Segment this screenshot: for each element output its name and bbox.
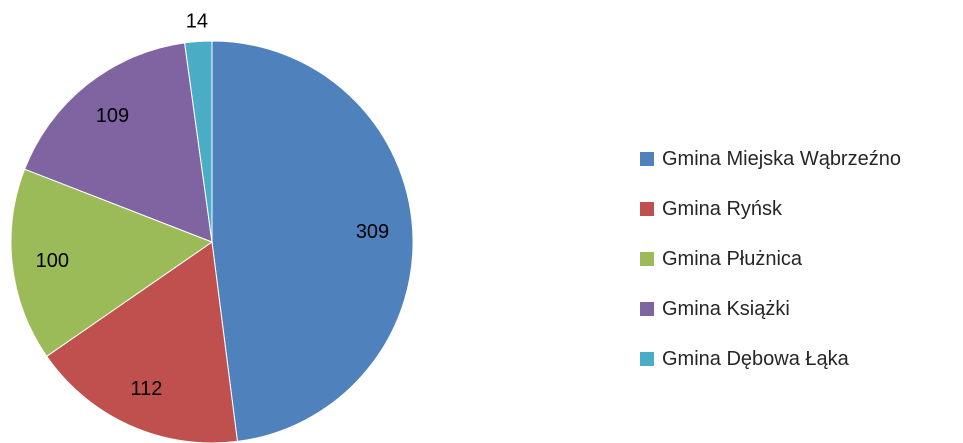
legend-item-2: Gmina Płużnica xyxy=(640,234,963,284)
legend-item-1: Gmina Ryńsk xyxy=(640,184,963,234)
legend-swatch-0 xyxy=(640,152,654,166)
legend-item-3: Gmina Książki xyxy=(640,284,963,334)
data-label-3: 109 xyxy=(96,105,129,127)
data-label-2: 100 xyxy=(36,250,69,272)
legend-label-1: Gmina Ryńsk xyxy=(662,197,783,220)
legend-swatch-1 xyxy=(640,202,654,216)
legend-swatch-2 xyxy=(640,252,654,266)
pie-slice-0 xyxy=(211,40,414,442)
legend-label-2: Gmina Płużnica xyxy=(662,247,803,270)
legend-item-0: Gmina Miejska Wąbrzeźno xyxy=(640,134,963,184)
pie-slice-3 xyxy=(24,42,213,243)
legend-label-4: Gmina Dębowa Łąka xyxy=(662,347,849,370)
pie-data-labels: 309 112 100 109 14 xyxy=(36,11,390,400)
data-label-1: 112 xyxy=(131,378,163,400)
pie-slice-4 xyxy=(184,40,213,243)
legend-swatch-3 xyxy=(640,302,654,316)
legend-swatch-4 xyxy=(640,352,654,366)
data-label-0: 309 xyxy=(356,221,389,243)
legend-label-3: Gmina Książki xyxy=(662,297,790,320)
data-label-4: 14 xyxy=(186,11,208,33)
chart-legend: Gmina Miejska Wąbrzeźno Gmina Ryńsk Gmin… xyxy=(640,134,963,384)
legend-label-0: Gmina Miejska Wąbrzeźno xyxy=(662,147,901,170)
legend-item-4: Gmina Dębowa Łąka xyxy=(640,334,963,384)
pie-slices xyxy=(10,40,414,443)
pie-slice-2 xyxy=(10,168,214,358)
